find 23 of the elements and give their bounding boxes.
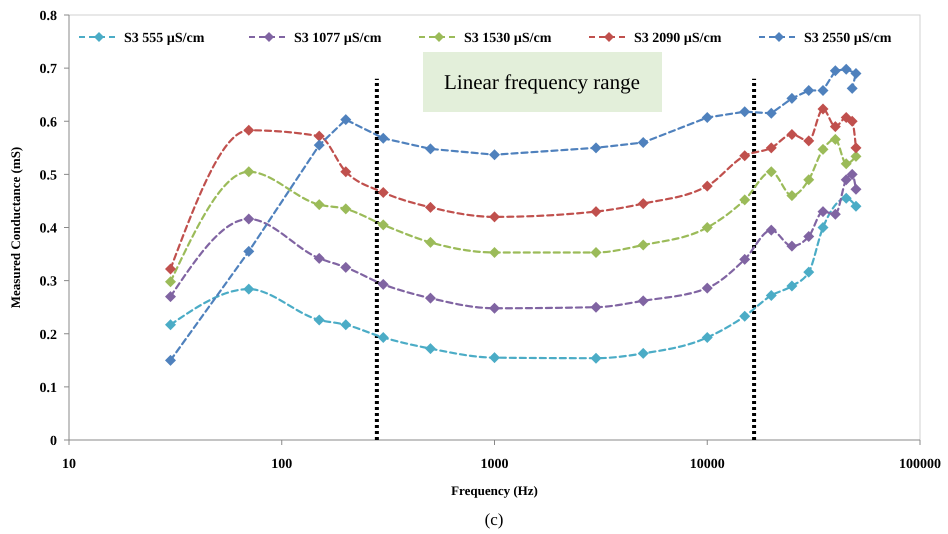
y-tick-label: 0.1 [40, 380, 57, 396]
x-tick-label: 10000 [690, 457, 725, 472]
legend-label: S3 2550 µS/cm [804, 31, 892, 46]
y-tick-label: 0 [50, 434, 57, 449]
legend-label: S3 555 µS/cm [124, 31, 205, 46]
y-tick-label: 0.7 [40, 62, 57, 78]
text: (c) [484, 510, 504, 529]
x-tick-label: 100 [271, 457, 292, 472]
x-tick-label: 10 [62, 457, 76, 472]
legend-label: S3 1077 µS/cm [294, 31, 382, 46]
y-tick-label: 0.6 [40, 115, 57, 130]
x-axis-title: Frequency (Hz) [451, 483, 538, 498]
y-axis-title: Measured Conductance (mS) [8, 146, 23, 308]
y-tick-label: 0.8 [40, 9, 57, 24]
x-tick-label: 100000 [899, 457, 941, 472]
x-tick-label: 1000 [480, 457, 508, 472]
y-tick-label: 0.2 [40, 328, 57, 343]
y-tick-label: 0.4 [40, 222, 57, 236]
annotation: Linear frequency range [444, 70, 640, 94]
legend-label: S3 2090 µS/cm [634, 31, 722, 46]
legend-label: S3 1530 µS/cm [464, 31, 552, 46]
y-tick-label: 0.3 [40, 274, 57, 290]
y-tick-label: 0.5 [40, 168, 57, 184]
